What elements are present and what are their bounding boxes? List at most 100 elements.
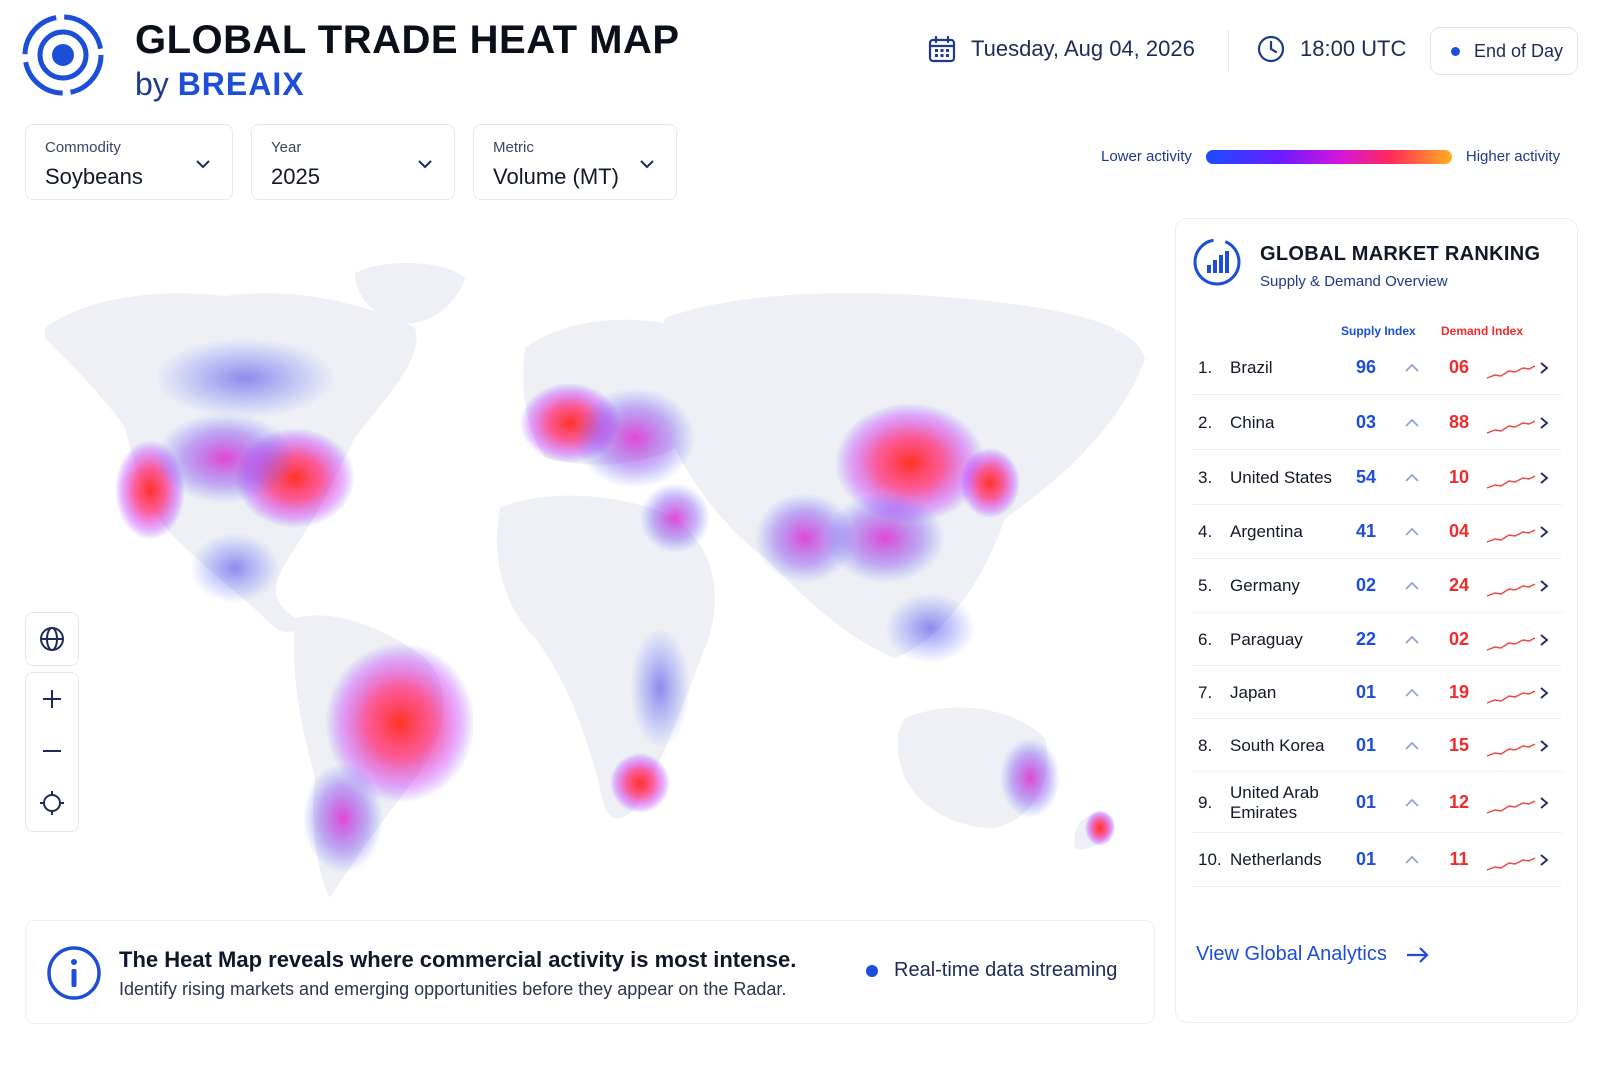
- rank-number: 10.: [1198, 850, 1222, 869]
- heat-europe-central: [575, 388, 695, 488]
- legend-gradient-bar: [1205, 149, 1452, 164]
- heat-nz: [1085, 810, 1115, 846]
- chevron-right-icon: [1540, 686, 1549, 699]
- supply-index-value: 02: [1355, 575, 1377, 595]
- country-name: Argentina: [1230, 522, 1303, 541]
- sparkline-icon: [1486, 799, 1536, 814]
- heat-china-south: [825, 493, 945, 583]
- rank-number: 7.: [1198, 682, 1213, 702]
- zoom-in-icon: [43, 690, 61, 708]
- locate-icon: [40, 791, 64, 815]
- legend-high-label: Higher activity: [1465, 148, 1561, 165]
- ranking-row[interactable]: 8. South Korea 01 15: [1192, 719, 1562, 772]
- sparkline-icon: [1486, 742, 1536, 757]
- ranking-row[interactable]: 10. Netherlands 01 11: [1192, 833, 1562, 887]
- realtime-indicator: Real-time data streaming: [866, 959, 1117, 982]
- demand-index-value: 15: [1448, 734, 1470, 755]
- rank-number: 3.: [1198, 467, 1213, 487]
- demand-index-value: 24: [1448, 575, 1470, 595]
- metric-value: Volume (MT): [493, 164, 619, 189]
- chevron-up-icon: [1405, 688, 1419, 697]
- chevron-up-icon: [1405, 855, 1419, 864]
- rank-number: 2.: [1198, 413, 1213, 432]
- chevron-up-icon: [1405, 363, 1419, 372]
- legend-low-label: Lower activity: [1101, 148, 1192, 165]
- ranking-row[interactable]: 2. China 03 88: [1192, 396, 1562, 450]
- chevron-up-icon: [1405, 581, 1419, 590]
- chevron-right-icon: [1540, 854, 1549, 866]
- ranking-row[interactable]: 1. Brazil 96 06: [1192, 341, 1562, 395]
- chevron-up-icon: [1405, 418, 1419, 427]
- ranking-row[interactable]: 5. Germany 02 24: [1192, 559, 1562, 613]
- country-name: Japan: [1230, 682, 1277, 702]
- chevron-right-icon: [1540, 739, 1549, 752]
- ranking-row[interactable]: 7. Japan 01 19: [1192, 666, 1562, 719]
- supply-index-value: 54: [1355, 466, 1377, 487]
- country-name: Netherlands: [1230, 850, 1322, 869]
- demand-index-header: Demand Index: [1441, 324, 1524, 338]
- supply-index-header: Supply Index: [1341, 324, 1416, 338]
- heat-us-central: [155, 413, 295, 503]
- globe-button[interactable]: [25, 612, 79, 666]
- demand-index-value: 19: [1448, 681, 1470, 702]
- chevron-down-icon: [418, 160, 432, 169]
- sparkline-icon: [1486, 583, 1536, 597]
- chevron-down-icon: [196, 160, 210, 169]
- heat-india: [755, 493, 855, 583]
- ranking-row[interactable]: 6. Paraguay 22 02: [1192, 613, 1562, 666]
- sparkline-icon: [1486, 857, 1536, 871]
- ranking-row[interactable]: 9. United Arab Emirates 01 12: [1192, 772, 1562, 833]
- country-name: Paraguay: [1230, 629, 1303, 649]
- metric-select[interactable]: Metric Volume (MT): [473, 124, 677, 200]
- world-heat-map[interactable]: [25, 218, 1155, 908]
- brand-name: BREAIX: [177, 66, 305, 102]
- breaix-logo: [22, 14, 104, 96]
- commodity-label: Commodity: [45, 139, 121, 156]
- sparkline-icon: [1486, 420, 1536, 434]
- chevron-up-icon: [1405, 741, 1419, 750]
- info-body: Identify rising markets and emerging opp…: [119, 979, 787, 999]
- locate-button[interactable]: [25, 777, 79, 829]
- ranking-row[interactable]: 4. Argentina 41 04: [1192, 505, 1562, 559]
- header-divider: [1228, 30, 1229, 70]
- chevron-right-icon: [1540, 471, 1549, 484]
- heat-south-africa: [610, 753, 670, 813]
- rank-number: 6.: [1198, 629, 1213, 649]
- zoom-out-button[interactable]: [25, 725, 79, 777]
- calendar-icon: [928, 35, 956, 63]
- country-name: South Korea: [1230, 735, 1325, 755]
- country-name: China: [1230, 413, 1275, 432]
- zoom-controls: [25, 672, 79, 832]
- heat-china: [835, 403, 985, 523]
- demand-index-value: 12: [1448, 791, 1470, 812]
- sparkline-icon: [1486, 689, 1536, 704]
- end-of-day-label: End of Day: [1474, 40, 1564, 61]
- date-text: Tuesday, Aug 04, 2026: [971, 36, 1195, 61]
- chevron-down-icon: [640, 160, 654, 169]
- supply-index-value: 22: [1355, 628, 1377, 649]
- demand-index-value: 88: [1448, 412, 1470, 432]
- supply-index-value: 01: [1355, 791, 1377, 812]
- rank-number: 8.: [1198, 735, 1213, 755]
- view-global-analytics-link[interactable]: View Global Analytics: [1196, 943, 1431, 966]
- arrow-right-icon: [1406, 946, 1429, 963]
- ranking-row[interactable]: 3. United States 54 10: [1192, 450, 1562, 505]
- supply-index-value: 01: [1355, 734, 1377, 755]
- info-icon: [47, 946, 101, 1000]
- demand-index-value: 11: [1449, 849, 1469, 869]
- zoom-out-icon: [43, 750, 61, 752]
- world-map-canvas[interactable]: [25, 218, 1155, 908]
- zoom-in-button[interactable]: [25, 673, 79, 725]
- heat-japan: [960, 448, 1020, 518]
- chevron-right-icon: [1540, 526, 1549, 538]
- supply-index-value: 96: [1355, 357, 1377, 377]
- commodity-select[interactable]: Commodity Soybeans: [25, 124, 233, 200]
- globe-button-inner[interactable]: [25, 613, 79, 665]
- sparkline-icon: [1486, 636, 1536, 651]
- subtitle-by: by: [135, 66, 169, 102]
- sparkline-icon: [1486, 474, 1536, 489]
- clock-icon: [1257, 35, 1285, 63]
- globe-icon: [40, 627, 64, 651]
- end-of-day-badge[interactable]: End of Day: [1430, 27, 1578, 75]
- year-select[interactable]: Year 2025: [251, 124, 455, 200]
